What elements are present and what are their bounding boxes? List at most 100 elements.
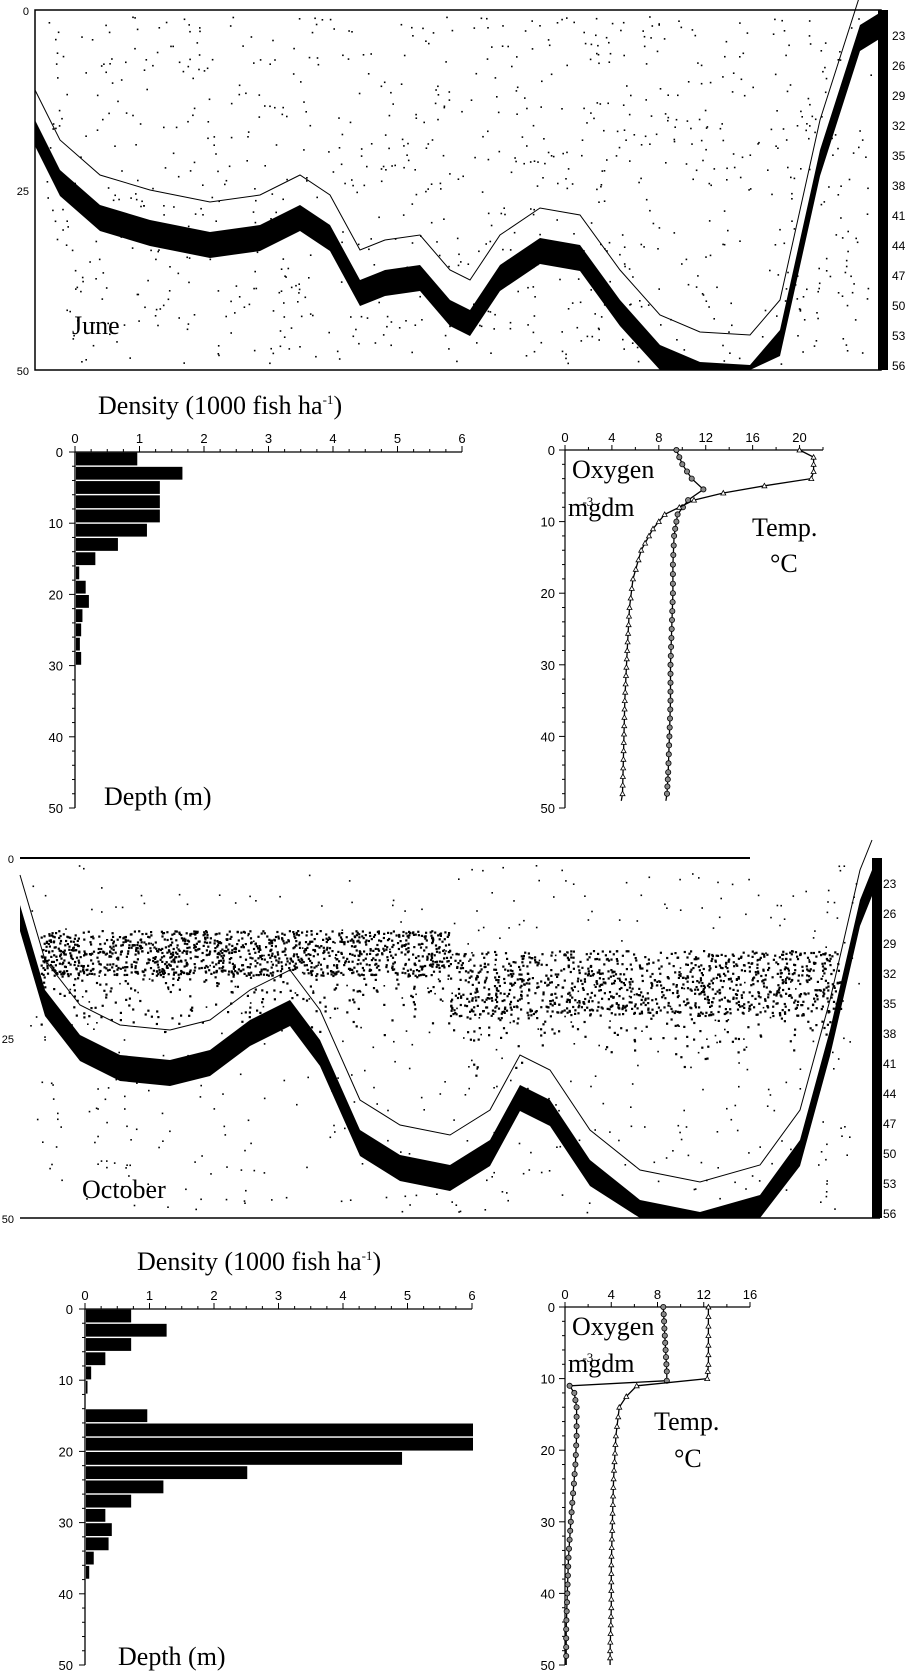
x-tick-label: 12: [698, 430, 712, 445]
echo-fish-dot: [355, 1025, 358, 1028]
echo-noise-dot: [263, 954, 265, 957]
echo-fish-dot: [587, 970, 590, 973]
echo-noise-dot: [412, 35, 414, 37]
series-point-temp: [705, 1303, 712, 1310]
echo-noise-dot: [793, 228, 796, 230]
echo-fish-dot: [353, 945, 356, 948]
echo-noise-dot: [434, 992, 436, 995]
echo-noise-dot: [539, 233, 541, 236]
echo-fish-dot: [149, 947, 152, 950]
echo-fish-dot: [724, 965, 727, 968]
echo-fish-dot: [460, 996, 463, 999]
echo-noise-dot: [822, 70, 824, 73]
echo-fish-dot: [297, 958, 300, 961]
echo-noise-dot: [840, 1127, 842, 1129]
echo-fish-dot: [269, 972, 272, 975]
echo-fish-dot: [597, 1001, 600, 1004]
echo-fish-dot: [206, 966, 209, 969]
echo-fish-dot: [476, 974, 479, 978]
echo-fish-dot: [651, 1008, 654, 1011]
echo-noise-dot: [723, 210, 726, 212]
echo-fish-dot: [126, 982, 130, 985]
echo-noise-dot: [607, 102, 609, 105]
x-tick-label: 2: [210, 1288, 217, 1303]
echo-fish-dot: [306, 930, 309, 933]
echo-fish-dot: [459, 978, 462, 981]
echo-fish-dot: [227, 1011, 230, 1014]
echo-fish-dot: [414, 1008, 417, 1011]
echo-fish-dot: [723, 996, 726, 999]
echo-noise-dot: [847, 250, 849, 253]
echo-fish-dot: [422, 965, 425, 968]
echo-fish-dot: [823, 988, 826, 991]
echo-fish-dot: [434, 944, 438, 947]
echo-fish-dot: [447, 960, 450, 963]
echo-noise-dot: [445, 61, 447, 63]
echo-fish-dot: [204, 970, 207, 973]
echo-fish-dot: [716, 990, 719, 993]
echo-fish-dot: [405, 943, 408, 946]
echo-fish-dot: [442, 964, 445, 967]
echo-fish-dot: [717, 1010, 720, 1014]
echo-fish-dot: [821, 962, 824, 965]
echo-noise-dot: [506, 1192, 508, 1194]
echo-fish-dot: [147, 1009, 150, 1012]
echo-noise-dot: [407, 159, 410, 162]
echo-fish-dot: [730, 980, 733, 983]
y-tick-label: 40: [59, 1587, 73, 1602]
echo-noise-dot: [290, 327, 293, 329]
echo-fish-dot: [485, 998, 488, 1001]
echo-fish-dot: [40, 972, 44, 975]
echo-fish-dot: [43, 981, 46, 984]
echo-fish-dot: [439, 934, 442, 937]
echo-noise-dot: [217, 290, 220, 292]
echo-noise-dot: [548, 44, 551, 47]
echo-fish-dot: [83, 972, 86, 975]
echo-fish-dot: [710, 1004, 713, 1007]
echo-fish-dot: [672, 965, 675, 968]
echo-fish-dot: [356, 963, 359, 966]
echo-fish-dot: [419, 974, 422, 977]
echo-noise-dot: [161, 1112, 164, 1115]
echo-noise-dot: [238, 84, 241, 87]
echo-noise-dot: [258, 116, 261, 118]
echo-fish-dot: [576, 980, 579, 983]
density-bar: [86, 1323, 167, 1337]
echo-noise-dot: [596, 188, 598, 191]
echo-fish-dot: [466, 997, 469, 1000]
echo-fish-dot: [631, 980, 634, 983]
echo-noise-dot: [809, 103, 811, 106]
echo-noise-dot: [342, 231, 344, 233]
echo-noise-dot: [826, 1143, 828, 1146]
echo-fish-dot: [178, 932, 181, 936]
echo-fish-dot: [640, 991, 643, 994]
profile-chart-october-oxygen-label: Oxygen: [572, 1312, 654, 1341]
echo-fish-dot: [159, 958, 162, 961]
echo-fish-dot: [612, 974, 615, 977]
echo-noise-dot: [471, 952, 473, 954]
echo-fish-dot: [722, 972, 726, 975]
echo-fish-dot: [693, 1038, 696, 1041]
echo-fish-dot: [590, 991, 593, 994]
echo-noise-dot: [471, 1059, 473, 1062]
echo-noise-dot: [65, 928, 67, 930]
echo-noise-dot: [745, 1046, 748, 1048]
echo-noise-dot: [556, 219, 558, 221]
echo-fish-dot: [337, 970, 340, 973]
echo-noise-dot: [448, 348, 450, 350]
echo-fish-dot: [649, 975, 652, 978]
echo-fish-dot: [155, 974, 158, 977]
echo-fish-dot: [134, 989, 137, 992]
echo-fish-dot: [175, 939, 178, 942]
echo-noise-dot: [340, 163, 343, 166]
echo-fish-dot: [184, 939, 187, 943]
echo-fish-dot: [161, 972, 164, 975]
echo-fish-dot: [740, 955, 743, 958]
echo-noise-dot: [705, 300, 708, 302]
echo-noise-dot: [360, 155, 363, 157]
echo-fish-dot: [464, 1004, 467, 1007]
echo-noise-dot: [598, 328, 600, 331]
echo-noise-dot: [121, 170, 123, 172]
echo-fish-dot: [208, 969, 211, 972]
echo-noise-dot: [118, 1051, 120, 1054]
